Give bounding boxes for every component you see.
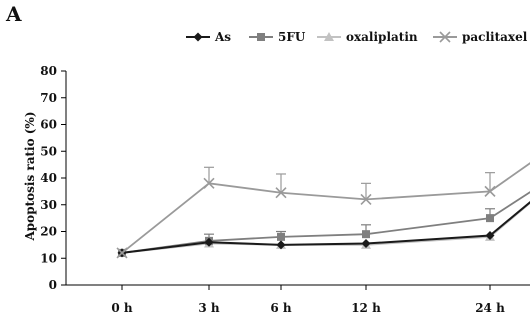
legend-label-5FU: 5FU bbox=[278, 30, 306, 44]
y-tick-label: 50 bbox=[40, 144, 57, 158]
legend-label-oxaliplatin: oxaliplatin bbox=[346, 30, 418, 44]
legend-marker-oxaliplatin bbox=[324, 32, 334, 41]
x-tick-label: 12 h bbox=[351, 301, 381, 315]
legend-marker-paclitaxel-stroke-b bbox=[439, 31, 451, 43]
plot-area bbox=[116, 162, 530, 259]
y-tick-label: 30 bbox=[40, 198, 57, 212]
series-line-paclitaxel bbox=[121, 162, 530, 254]
x-tick-label: 3 h bbox=[198, 301, 220, 315]
y-tick-label: 0 bbox=[49, 278, 57, 292]
x-tick-label: 6 h bbox=[270, 301, 292, 315]
panel-label: A bbox=[6, 2, 22, 26]
series-layer bbox=[116, 162, 530, 259]
data-point-As bbox=[485, 231, 495, 241]
y-axis: 0 10 20 30 40 50 60 70 80 bbox=[40, 64, 67, 292]
data-point-paclitaxel bbox=[484, 185, 496, 197]
data-point-paclitaxel-stroke-b bbox=[203, 177, 215, 189]
data-point-paclitaxel-stroke-b bbox=[116, 247, 128, 259]
y-tick-label: 20 bbox=[40, 225, 57, 239]
y-tick-label: 80 bbox=[40, 64, 57, 78]
x-tick-label: 24 h bbox=[475, 301, 505, 315]
data-point-paclitaxel bbox=[275, 187, 287, 199]
data-point-5FU bbox=[362, 230, 370, 239]
legend-item-oxaliplatin: oxaliplatin bbox=[317, 30, 418, 44]
legend-item-5FU: 5FU bbox=[249, 30, 306, 44]
series-oxaliplatin bbox=[117, 201, 530, 257]
x-tick-label: 0 h bbox=[111, 301, 133, 315]
legend-marker-As bbox=[193, 32, 203, 42]
x-axis: 0 h 3 h 6 h 12 h 24 h bbox=[66, 284, 530, 315]
data-point-As bbox=[276, 240, 286, 250]
y-tick-label: 70 bbox=[40, 91, 57, 105]
data-point-paclitaxel bbox=[203, 177, 215, 189]
y-tick-label: 10 bbox=[40, 251, 57, 265]
series-5FU bbox=[118, 191, 530, 257]
data-point-paclitaxel bbox=[116, 247, 128, 259]
data-point-5FU bbox=[277, 232, 285, 241]
series-paclitaxel bbox=[116, 162, 530, 259]
y-axis-title-group: Apoptosis ratio (%) bbox=[23, 111, 37, 241]
data-point-paclitaxel-stroke-b bbox=[360, 193, 372, 205]
data-point-As bbox=[361, 239, 371, 249]
y-axis-title: Apoptosis ratio (%) bbox=[23, 111, 37, 241]
legend-marker-paclitaxel bbox=[439, 31, 451, 43]
legend-item-paclitaxel: paclitaxel bbox=[433, 30, 528, 44]
y-tick-label: 60 bbox=[40, 118, 57, 132]
legend-label-paclitaxel: paclitaxel bbox=[462, 30, 528, 44]
legend-marker-5FU bbox=[257, 33, 265, 41]
legend-item-As: As bbox=[186, 30, 231, 44]
series-As bbox=[117, 200, 530, 258]
legend-label-As: As bbox=[214, 30, 231, 44]
data-point-paclitaxel-stroke-b bbox=[275, 187, 287, 199]
series-line-5FU bbox=[121, 191, 530, 254]
series-line-As bbox=[121, 200, 530, 254]
data-point-paclitaxel bbox=[360, 193, 372, 205]
legend: As 5FU oxaliplatin paclitaxel bbox=[186, 30, 528, 44]
data-point-As bbox=[204, 237, 214, 247]
data-point-paclitaxel-stroke-b bbox=[484, 185, 496, 197]
data-point-5FU bbox=[486, 214, 494, 223]
y-tick-label: 40 bbox=[40, 171, 57, 185]
